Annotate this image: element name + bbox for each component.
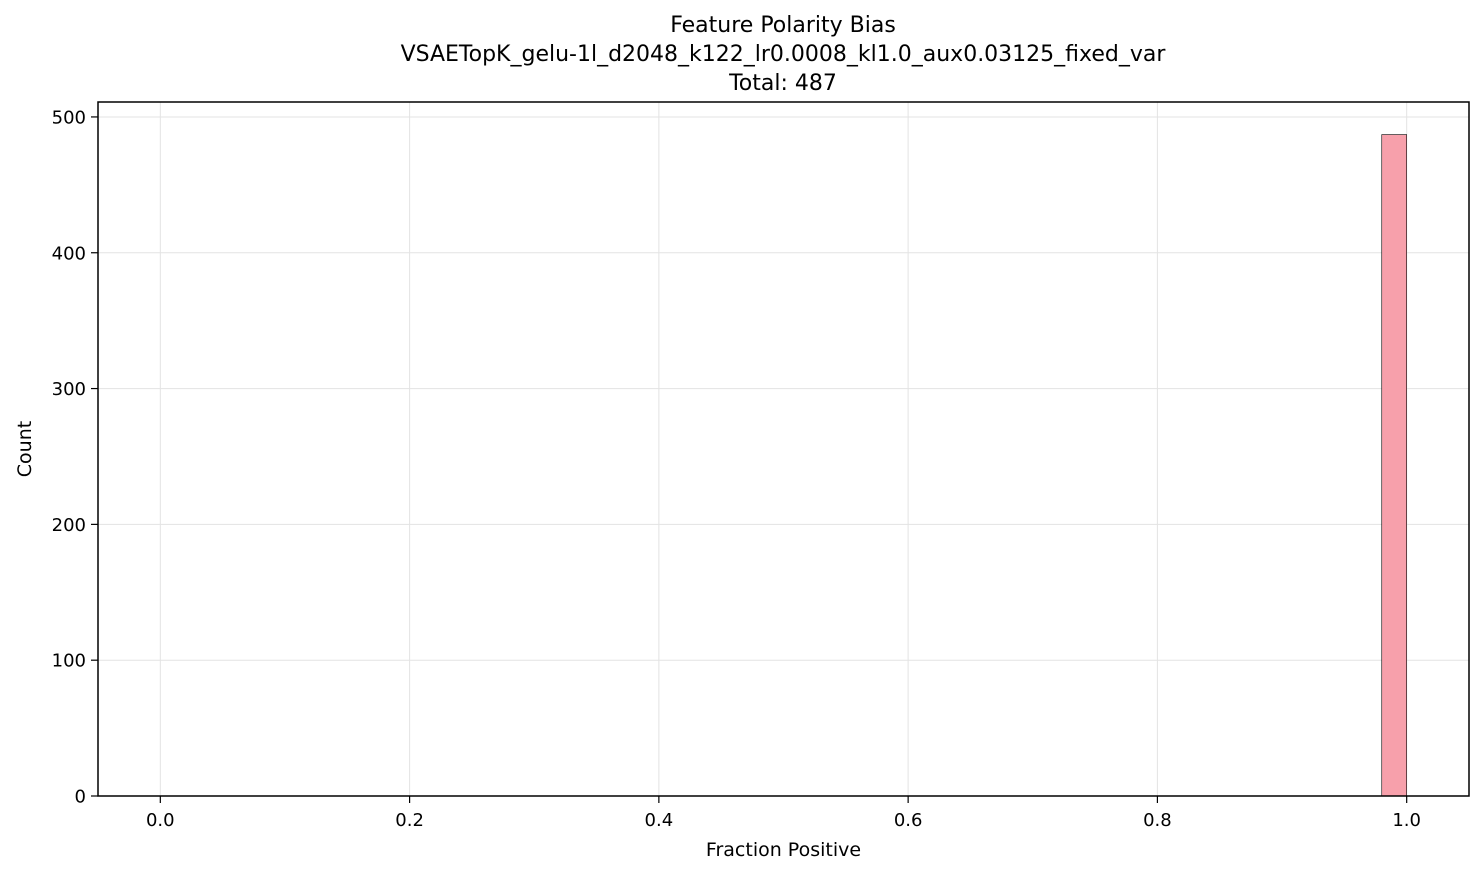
x-tick-label-4: 0.8 [1143,810,1172,831]
y-tick-label-2: 200 [52,515,86,536]
x-tick-label-3: 0.6 [894,810,923,831]
y-axis-ticks: 0 100 200 300 400 500 [52,107,98,808]
x-tick-label-5: 1.0 [1392,810,1421,831]
y-tick-label-0: 0 [75,787,86,808]
x-tick-label-0: 0.0 [146,810,175,831]
grid-lines [98,102,1469,797]
y-tick-label-5: 500 [52,107,86,128]
x-axis-label: Fraction Positive [706,839,861,861]
histogram-bar-0 [1381,134,1407,797]
y-tick-label-1: 100 [52,651,86,672]
chart-title: Feature Polarity Bias VSAETopK_gelu-1l_d2… [401,13,1167,96]
x-tick-label-2: 0.4 [645,810,674,831]
histogram-bars [1381,134,1407,797]
y-axis-label: Count [14,421,36,477]
x-axis-ticks: 0.0 0.2 0.4 0.6 0.8 1.0 [146,796,1421,831]
title-line-1: Feature Polarity Bias [670,13,896,38]
y-tick-label-3: 300 [52,379,86,400]
title-line-3: Total: 487 [728,71,837,96]
y-tick-label-4: 400 [52,243,86,264]
x-tick-label-1: 0.2 [395,810,424,831]
plot-area-frame [97,101,1470,797]
title-line-2: VSAETopK_gelu-1l_d2048_k122_lr0.0008_kl1… [401,42,1167,67]
